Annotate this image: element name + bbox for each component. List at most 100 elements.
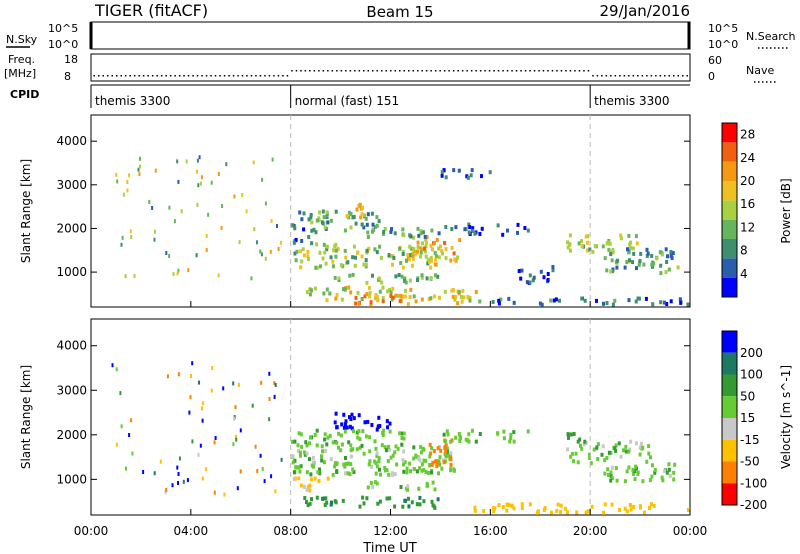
- freq-point: [601, 75, 603, 77]
- data-cell: [308, 483, 312, 488]
- data-cell: [453, 297, 457, 302]
- data-cell: [416, 226, 420, 231]
- data-cell: [334, 500, 338, 505]
- data-cell: [202, 401, 205, 406]
- data-cell: [309, 472, 313, 477]
- data-cell: [417, 486, 421, 491]
- data-cell: [354, 255, 357, 260]
- data-cell: [607, 473, 610, 477]
- data-cell: [299, 453, 302, 458]
- data-cell: [393, 504, 397, 509]
- data-cell: [339, 263, 343, 268]
- xtick-label: 04:00: [174, 524, 209, 538]
- data-cell: [269, 249, 272, 254]
- freq-point: [592, 75, 594, 77]
- data-cell: [428, 454, 432, 459]
- data-cell: [351, 215, 355, 220]
- data-cell: [686, 302, 690, 307]
- data-cell: [450, 246, 454, 250]
- data-cell: [450, 227, 454, 231]
- data-cell: [546, 277, 550, 282]
- data-cell: [390, 473, 394, 478]
- data-cell: [165, 487, 168, 492]
- data-cell: [357, 429, 361, 434]
- data-cell: [382, 229, 386, 234]
- data-cell: [178, 456, 181, 461]
- data-cell: [442, 460, 446, 465]
- data-cell: [180, 209, 183, 214]
- data-cell: [404, 486, 408, 491]
- data-cell: [421, 230, 425, 235]
- data-cell: [319, 264, 322, 269]
- data-cell: [324, 448, 328, 453]
- data-cell: [128, 173, 131, 178]
- data-cell: [609, 252, 613, 257]
- data-cell: [239, 469, 242, 474]
- freq-point: [390, 70, 392, 72]
- data-cell: [512, 430, 516, 435]
- data-cell: [424, 458, 428, 463]
- freq-point: [295, 70, 298, 72]
- data-cell: [343, 429, 347, 434]
- freq-point: [497, 70, 500, 72]
- data-cell: [210, 180, 213, 185]
- data-cell: [374, 224, 377, 229]
- data-cell: [613, 446, 617, 451]
- data-cell: [413, 252, 417, 257]
- data-cell: [454, 294, 458, 299]
- data-cell: [424, 470, 428, 474]
- data-cell: [659, 300, 663, 305]
- data-cell: [261, 467, 264, 471]
- data-cell: [661, 252, 664, 257]
- freq-point: [214, 75, 217, 77]
- data-cell: [292, 470, 296, 475]
- data-cell: [299, 265, 303, 270]
- data-cell: [374, 461, 378, 466]
- data-cell: [320, 454, 323, 459]
- data-cell: [185, 159, 188, 164]
- freq-point: [304, 70, 307, 72]
- freq-point: [533, 70, 536, 72]
- data-cell: [582, 442, 586, 447]
- data-cell: [426, 257, 430, 262]
- data-cell: [577, 241, 581, 246]
- xtick-label: 20:00: [573, 524, 608, 538]
- data-cell: [300, 444, 304, 449]
- data-cell: [444, 439, 448, 444]
- data-cell: [434, 254, 438, 259]
- data-cell: [625, 509, 629, 514]
- data-cell: [399, 485, 403, 489]
- data-cell: [371, 222, 375, 227]
- data-cell: [125, 466, 127, 471]
- data-cell: [310, 228, 314, 233]
- data-cell: [337, 431, 341, 436]
- data-cell: [624, 444, 628, 449]
- data-cell: [379, 255, 383, 260]
- data-cell: [480, 226, 484, 231]
- data-cell: [323, 432, 327, 437]
- data-cell: [370, 229, 374, 234]
- data-cell: [317, 218, 321, 223]
- data-cell: [400, 436, 404, 440]
- data-cell: [186, 478, 189, 483]
- data-cell: [602, 510, 606, 515]
- data-cell: [512, 300, 516, 305]
- data-cell: [572, 432, 576, 436]
- data-cell: [411, 256, 415, 261]
- data-cell: [425, 235, 429, 240]
- data-cell: [404, 288, 408, 293]
- data-cell: [297, 431, 301, 436]
- data-cell: [331, 264, 335, 269]
- data-cell: [605, 456, 609, 460]
- data-cell: [433, 294, 437, 299]
- data-cell: [314, 265, 318, 270]
- data-cell: [388, 429, 392, 434]
- data-cell: [403, 279, 407, 283]
- data-cell: [664, 247, 668, 252]
- data-cell: [420, 275, 424, 280]
- freq-trace: [93, 70, 688, 77]
- freq-point: [169, 75, 172, 77]
- data-cell: [358, 437, 362, 442]
- data-cell: [566, 432, 570, 437]
- data-cell: [196, 169, 198, 174]
